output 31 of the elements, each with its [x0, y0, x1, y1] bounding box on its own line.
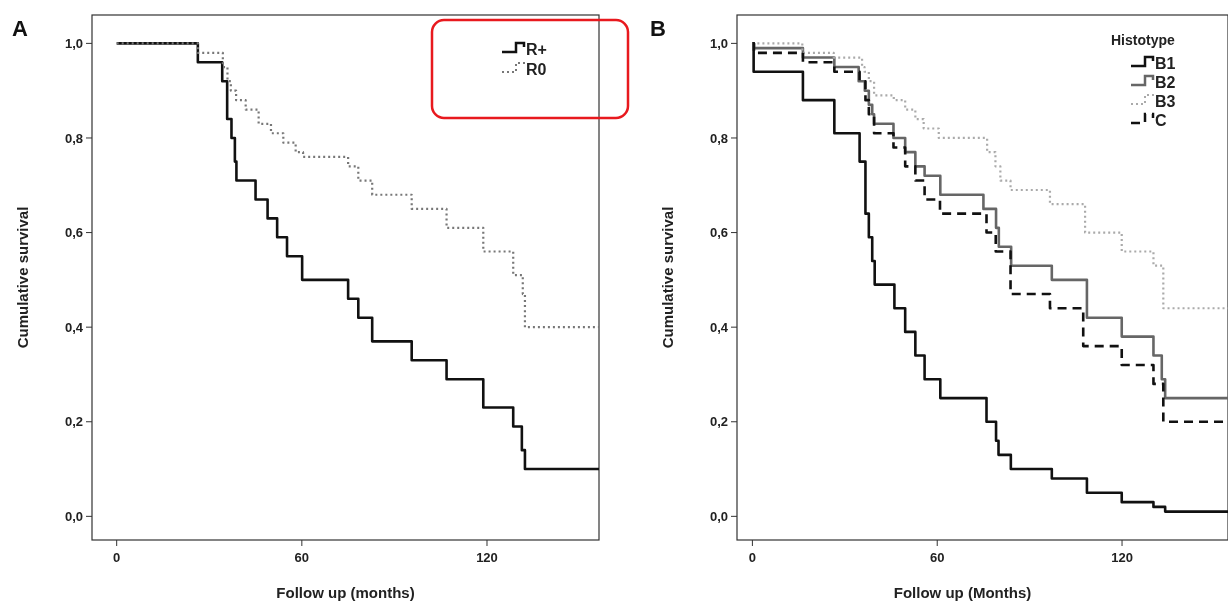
y-tick-label: 0,0: [709, 508, 728, 524]
y-tick-label: 0,6: [64, 225, 83, 241]
legend-label: B3: [1155, 93, 1176, 110]
y-tick-label: 0,6: [709, 225, 728, 241]
legend-label: R+: [526, 41, 547, 58]
chart-title: B: [650, 16, 666, 41]
legend-label: B2: [1155, 74, 1176, 91]
y-tick-label: 0,8: [709, 130, 728, 146]
y-axis-title: Cumulative survival: [14, 206, 31, 349]
x-axis-title: Follow up (Months): [893, 584, 1032, 601]
x-tick-label: 0: [748, 550, 757, 565]
y-tick-label: 0,4: [64, 319, 84, 335]
y-axis-title: Cumulative survival: [659, 206, 676, 349]
x-tick-label: 60: [929, 550, 945, 565]
chart-title: A: [12, 16, 28, 41]
y-tick-label: 0,4: [709, 319, 729, 335]
legend-title: Histotype: [1111, 32, 1175, 48]
x-axis-title: Follow up (months): [276, 584, 415, 601]
x-tick-label: 120: [1111, 550, 1133, 565]
y-tick-label: 0,0: [64, 508, 83, 524]
legend-label: B1: [1155, 55, 1176, 72]
y-tick-label: 1,0: [709, 35, 728, 51]
y-tick-label: 0,2: [64, 414, 83, 430]
x-tick-label: 120: [476, 550, 498, 565]
x-tick-label: 0: [113, 550, 121, 565]
y-tick-label: 1,0: [64, 35, 83, 51]
x-tick-label: 60: [294, 550, 310, 565]
legend-label: R0: [526, 61, 547, 78]
y-tick-label: 0,2: [709, 414, 728, 430]
legend-label: C: [1155, 112, 1167, 129]
y-tick-label: 0,8: [64, 130, 83, 146]
